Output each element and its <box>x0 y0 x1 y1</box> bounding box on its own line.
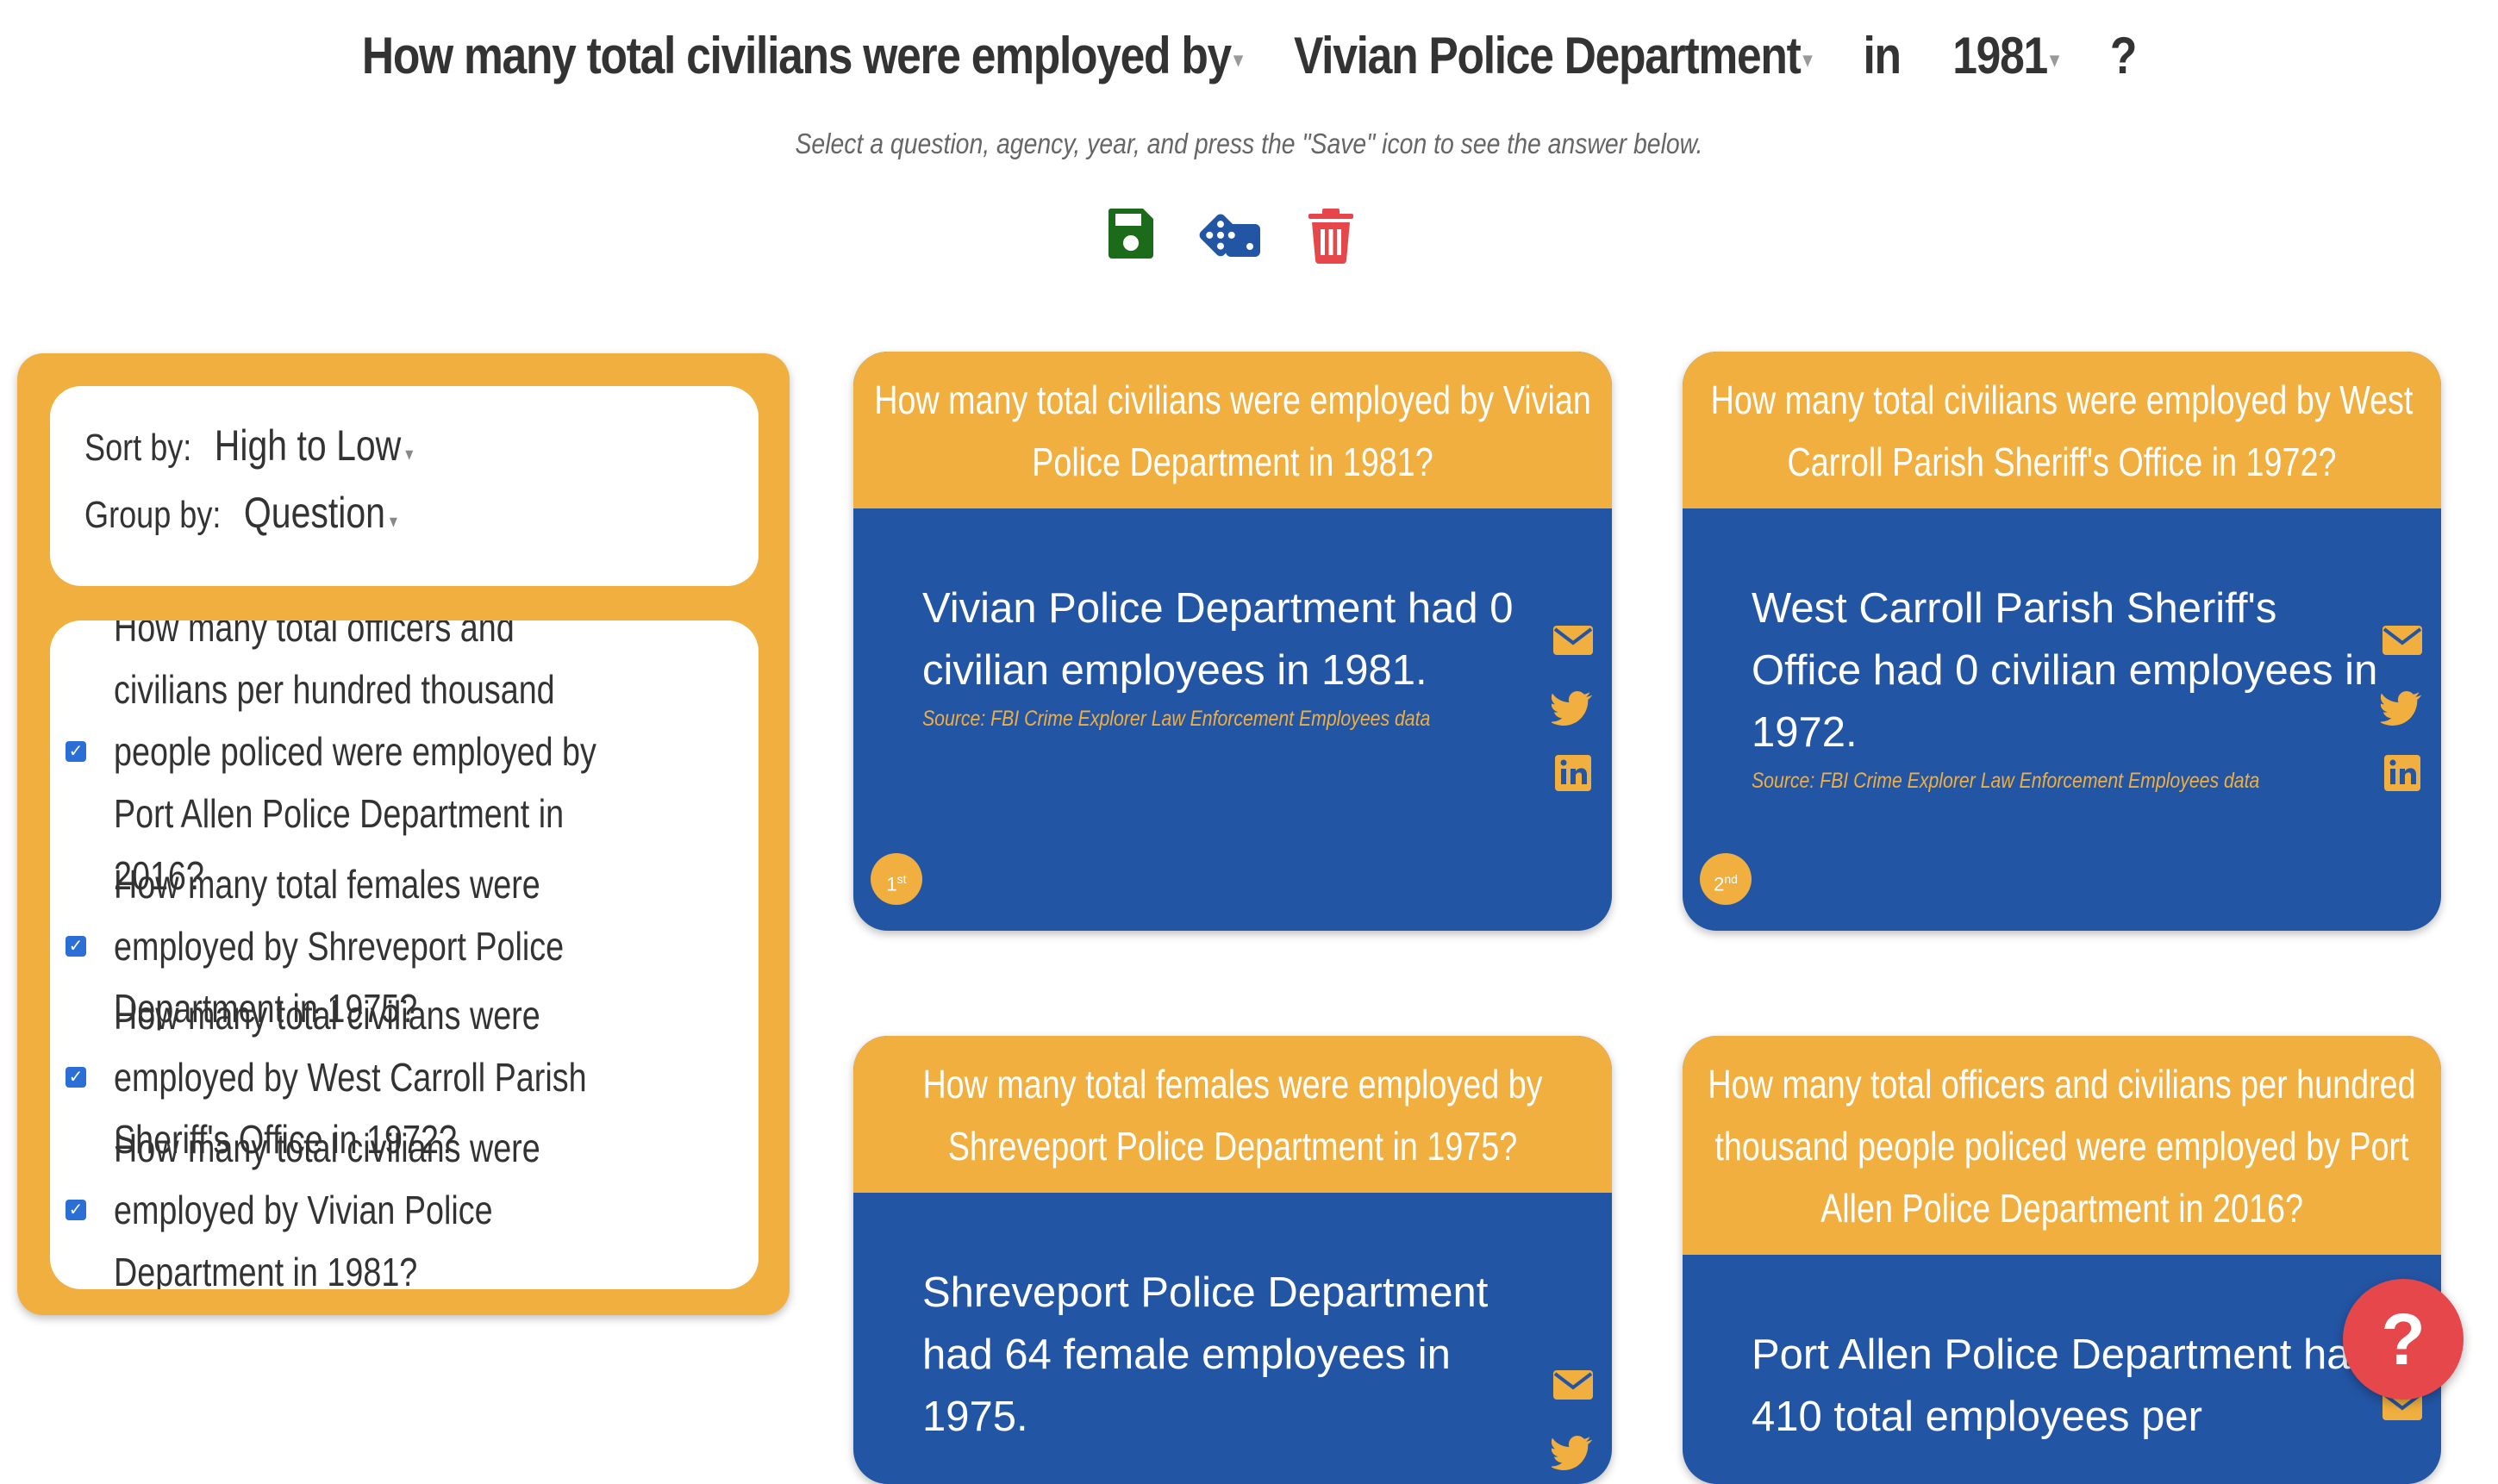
filter-panel: Sort by: High to Low ▾ Group by: Question… <box>17 353 790 1315</box>
save-button[interactable] <box>1107 207 1167 267</box>
chevron-down-icon: ▾ <box>2050 47 2058 72</box>
question-filter-item[interactable]: ✓ How many total civilians were employed… <box>66 993 746 1162</box>
question-filter-item[interactable]: ✓ How many total officers and civilians … <box>66 620 746 898</box>
share-buttons <box>2379 619 2424 818</box>
card-question: How many total females were employed by … <box>853 1036 1612 1193</box>
chevron-down-icon: ▾ <box>1233 47 1242 72</box>
group-row: Group by: Question ▾ <box>84 488 397 538</box>
answer-card: How many total civilians were employed b… <box>1683 352 2441 931</box>
share-buttons <box>1550 1363 1595 1484</box>
help-button[interactable]: ? <box>2343 1279 2464 1400</box>
sort-group-box: Sort by: High to Low ▾ Group by: Question… <box>50 386 759 586</box>
answer-card: How many total officers and civilians pe… <box>1683 1036 2441 1484</box>
sort-label: Sort by: <box>84 427 192 469</box>
checkbox[interactable]: ✓ <box>66 741 86 762</box>
chevron-down-icon: ▾ <box>405 443 414 465</box>
instructions: Select a question, agency, year, and pre… <box>795 128 1703 159</box>
rank-badge: 2nd <box>1700 853 1752 905</box>
agency-select[interactable]: Vivian Police Department ▾ <box>1293 27 1812 84</box>
action-toolbar <box>1095 207 1371 276</box>
checkbox[interactable]: ✓ <box>66 936 86 957</box>
card-answer: Port Allen Police Department had 410 tot… <box>1752 1331 2374 1440</box>
year-select[interactable]: 1981 ▾ <box>1952 27 2058 84</box>
email-icon[interactable] <box>1552 619 1595 662</box>
trash-icon <box>1308 209 1353 264</box>
connector-text: in <box>1863 27 1902 84</box>
card-source: Source: FBI Crime Explorer Law Enforceme… <box>1752 769 2260 793</box>
checkbox[interactable]: ✓ <box>66 1067 86 1088</box>
delete-button[interactable] <box>1307 207 1367 267</box>
card-question: How many total civilians were employed b… <box>853 352 1612 508</box>
card-question: How many total officers and civilians pe… <box>1683 1036 2441 1255</box>
random-button[interactable] <box>1196 207 1260 267</box>
answer-card: How many total females were employed by … <box>853 1036 1612 1484</box>
twitter-icon[interactable] <box>2379 685 2424 728</box>
share-buttons <box>1550 619 1595 818</box>
chevron-down-icon: ▾ <box>1802 47 1812 72</box>
question-mark-icon: ? <box>2381 1299 2426 1380</box>
twitter-icon[interactable] <box>1550 1430 1595 1473</box>
linkedin-icon[interactable] <box>2381 751 2424 795</box>
linkedin-icon[interactable] <box>1552 751 1595 795</box>
question-filter-label: How many total civilians were employed b… <box>114 1125 540 1289</box>
question-filter-item[interactable]: ✓ How many total civilians were employed… <box>66 1125 746 1289</box>
answer-card: How many total civilians were employed b… <box>853 352 1612 931</box>
checkbox[interactable]: ✓ <box>66 1200 86 1220</box>
email-icon[interactable] <box>1552 1363 1595 1406</box>
dice-icon <box>1199 214 1260 257</box>
chevron-down-icon: ▾ <box>389 510 397 532</box>
question-filter-label: How many total officers and civilians pe… <box>114 620 596 898</box>
question-filter-label: How many total civilians were employed b… <box>114 993 587 1162</box>
question-checklist: ✓ How many total officers and civilians … <box>50 620 759 1289</box>
group-label: Group by: <box>84 494 222 536</box>
question-builder: How many total civilians were employed b… <box>175 26 2323 85</box>
question-filter-item[interactable]: ✓ How many total females were employed b… <box>66 862 746 1031</box>
save-icon <box>1108 209 1153 259</box>
sort-select[interactable]: High to Low ▾ <box>214 421 414 470</box>
rank-badge: 1st <box>871 853 922 905</box>
email-icon[interactable] <box>2381 619 2424 662</box>
card-question: How many total civilians were employed b… <box>1683 352 2441 508</box>
sort-row: Sort by: High to Low ▾ <box>84 421 413 471</box>
card-answer: West Carroll Parish Sheriff's Office had… <box>1752 585 2378 756</box>
question-filter-label: How many total females were employed by … <box>114 862 565 1031</box>
card-answer: Vivian Police Department had 0 civilian … <box>922 585 1514 694</box>
group-select[interactable]: Question ▾ <box>243 489 397 537</box>
card-source: Source: FBI Crime Explorer Law Enforceme… <box>922 707 1431 731</box>
card-answer: Shreveport Police Department had 64 fema… <box>922 1269 1489 1440</box>
twitter-icon[interactable] <box>1550 685 1595 728</box>
question-select[interactable]: How many total civilians were employed b… <box>361 27 1243 84</box>
question-mark: ? <box>2109 27 2138 84</box>
